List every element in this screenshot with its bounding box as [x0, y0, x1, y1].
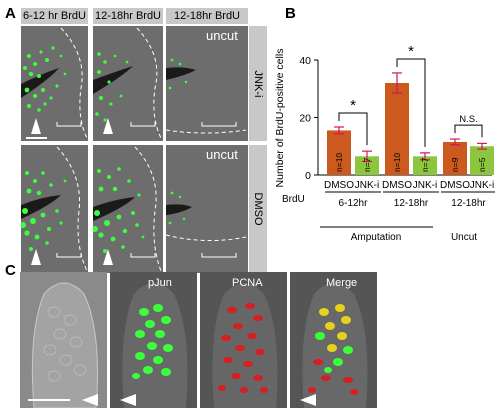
x-category-label-5: JNK-i	[470, 180, 494, 191]
panel-a-letter: A	[5, 5, 16, 22]
pjun-image: pJun	[110, 272, 197, 408]
row-label-dmso-text: DMSO	[252, 192, 264, 226]
sig-bracket-2	[454, 124, 483, 138]
micrograph-dmso-uncut: uncut	[166, 145, 248, 273]
pjun-label: pJun	[148, 277, 172, 289]
pjun-image-drawing	[120, 283, 188, 408]
y-tick-label-0: 0	[305, 170, 311, 182]
panel-b-letter: B	[285, 5, 296, 22]
uncut-label-top: uncut	[206, 28, 238, 43]
y-axis-label: Number of BrdU-positive cells	[274, 49, 286, 188]
x-category-label-4: DMSO	[440, 180, 470, 191]
micrograph-jnki-12-18	[93, 26, 163, 141]
micrograph-jnki-6-12-drawing	[21, 27, 88, 139]
bar-chart: Number of BrdU-positive cells 0 20 40 n=10…	[274, 43, 495, 243]
col-header-1: 6-12 hr BrdU	[21, 8, 88, 24]
micrograph-jnki-uncut: uncut	[166, 26, 248, 141]
group-label-0: 6-12hr	[339, 198, 369, 209]
dic-image	[20, 272, 107, 408]
amputation-label: Amputation	[351, 232, 402, 243]
pcna-label: PCNA	[232, 277, 263, 289]
bar-3	[413, 156, 437, 175]
micrograph-jnki-12-18-drawing	[93, 27, 162, 139]
panel-c-letter: C	[5, 262, 16, 279]
y-tick-label-2: 40	[299, 55, 311, 67]
row-label-jnki-text: JNK-i	[252, 70, 264, 97]
uncut-label-bottom: uncut	[206, 147, 238, 162]
micrograph-dmso-uncut-drawing	[166, 191, 247, 258]
micrograph-dmso-12-18	[93, 145, 163, 273]
dic-image-drawing	[28, 282, 98, 408]
n-label-4: n=9	[450, 157, 460, 172]
y-tick-label-1: 20	[299, 113, 311, 125]
sig-mark-0: *	[350, 97, 356, 114]
x-category-label-3: JNK-i	[413, 180, 437, 191]
micrograph-jnki-uncut-drawing	[166, 58, 247, 134]
uncut-group-label: Uncut	[451, 232, 477, 243]
brdu-row-label: BrdU	[282, 194, 305, 205]
merge-label: Merge	[326, 277, 358, 289]
col-header-2: 12-18hr BrdU	[93, 8, 163, 24]
n-label-1: n=7	[362, 157, 372, 172]
x-category-label-0: DMSO	[324, 180, 354, 191]
bar-0	[327, 130, 351, 175]
x-category-label-1: JNK-i	[355, 180, 379, 191]
micrograph-dmso-6-12	[21, 145, 88, 273]
bar-5	[470, 146, 494, 175]
sig-bracket-0	[338, 112, 368, 146]
x-category-label-2: DMSO	[382, 180, 412, 191]
group-label-2: 12-18hr	[451, 198, 486, 209]
row-label-jnki: JNK-i	[249, 26, 267, 141]
merge-image: Merge	[290, 272, 377, 408]
n-label-5: n=5	[477, 157, 487, 172]
n-label-2: n=10	[392, 153, 402, 172]
micrograph-dmso-12-18-drawing	[93, 146, 162, 272]
row-label-dmso: DMSO	[249, 145, 267, 273]
sig-mark-1: *	[408, 43, 414, 60]
micrograph-jnki-6-12	[21, 26, 88, 141]
pcna-image: PCNA	[200, 272, 287, 408]
n-label-0: n=10	[334, 153, 344, 172]
merge-image-drawing	[300, 283, 368, 408]
bar-2	[385, 83, 409, 175]
sig-bracket-1	[396, 58, 426, 147]
micrograph-dmso-6-12-drawing	[21, 146, 88, 272]
bar-4	[443, 141, 467, 175]
sig-mark-2: N.S.	[459, 114, 477, 125]
n-label-3: n=7	[420, 157, 430, 172]
pcna-image-drawing	[212, 283, 278, 408]
bar-1	[355, 156, 379, 175]
col-header-3: 12-18hr BrdU	[166, 8, 248, 24]
group-label-1: 12-18hr	[394, 198, 429, 209]
